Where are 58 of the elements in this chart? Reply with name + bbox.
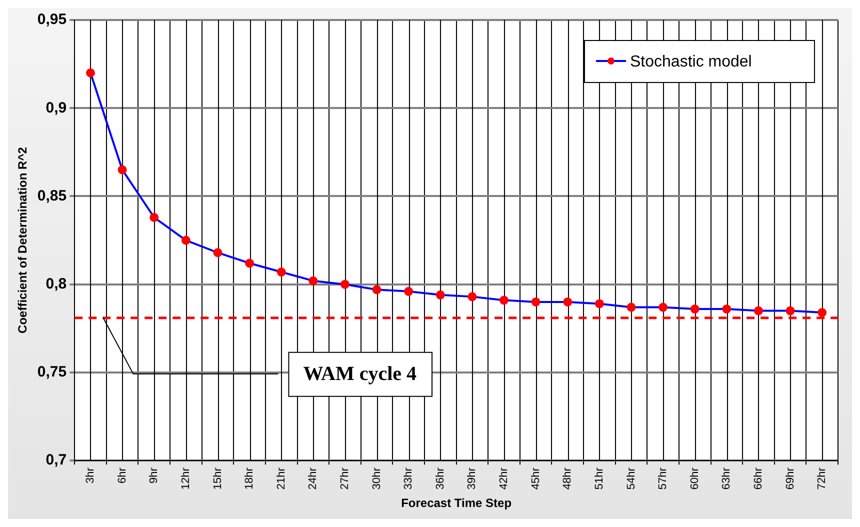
x-tick-label: 9hr bbox=[148, 467, 160, 484]
point bbox=[658, 302, 668, 312]
x-tick-label: 45hr bbox=[530, 467, 542, 490]
x-tick-label: 51hr bbox=[593, 467, 606, 490]
x-tick-label: 72hr bbox=[816, 467, 828, 490]
y-axis-title: Coefficient of Determination R^2 bbox=[16, 146, 30, 334]
x-tick-label: 15hr bbox=[212, 467, 224, 490]
point bbox=[531, 297, 540, 306]
x-tick-label: 66hr bbox=[752, 467, 765, 490]
point bbox=[786, 306, 795, 316]
y-tick-label: 0,85 bbox=[37, 187, 67, 204]
point bbox=[245, 258, 254, 268]
x-axis-title: Forecast Time Step bbox=[401, 496, 512, 510]
point bbox=[118, 165, 127, 174]
point bbox=[86, 68, 95, 78]
point bbox=[276, 268, 286, 277]
x-tick-label: 60hr bbox=[688, 467, 701, 490]
point bbox=[690, 304, 700, 314]
x-tick-label: 21hr bbox=[275, 467, 288, 490]
x-tick-label: 39hr bbox=[466, 467, 478, 490]
x-tick-label: 36hr bbox=[434, 467, 446, 490]
x-tick-label: 33hr bbox=[402, 467, 415, 490]
y-tick-label: 0,7 bbox=[46, 452, 67, 469]
y-tick-label: 0,95 bbox=[37, 11, 67, 28]
point bbox=[754, 306, 763, 316]
point bbox=[372, 285, 382, 294]
y-tick-label: 0,8 bbox=[46, 275, 67, 292]
point bbox=[468, 292, 477, 302]
point bbox=[404, 286, 414, 296]
point bbox=[436, 290, 445, 300]
point bbox=[594, 299, 604, 308]
point bbox=[818, 308, 827, 318]
point bbox=[722, 304, 732, 314]
point bbox=[213, 248, 222, 258]
y-tick-label: 0,9 bbox=[46, 99, 67, 116]
point bbox=[626, 302, 636, 312]
point bbox=[500, 296, 509, 305]
point bbox=[563, 297, 572, 306]
y-tick-label: 0,75 bbox=[37, 364, 67, 381]
legend-label: Stochastic model bbox=[630, 53, 752, 70]
x-tick-label: 54hr bbox=[625, 467, 638, 490]
x-tick-label: 27hr bbox=[339, 467, 351, 490]
x-tick-label: 6hr bbox=[116, 467, 128, 484]
x-tick-label: 3hr bbox=[84, 467, 97, 484]
x-tick-label: 30hr bbox=[370, 467, 383, 490]
point bbox=[181, 236, 190, 245]
x-tick-label: 57hr bbox=[657, 467, 670, 490]
point bbox=[308, 276, 318, 286]
x-tick-label: 42hr bbox=[498, 467, 510, 490]
x-tick-label: 12hr bbox=[180, 467, 192, 490]
ref-line-label: WAM cycle 4 bbox=[303, 363, 417, 386]
x-tick-label: 24hr bbox=[307, 467, 320, 490]
x-tick-label: 48hr bbox=[562, 467, 574, 490]
x-tick-label: 63hr bbox=[720, 467, 733, 490]
x-tick-label: 18hr bbox=[244, 467, 256, 490]
point bbox=[150, 212, 159, 222]
x-tick-label: 69hr bbox=[784, 467, 796, 490]
point bbox=[340, 280, 350, 289]
